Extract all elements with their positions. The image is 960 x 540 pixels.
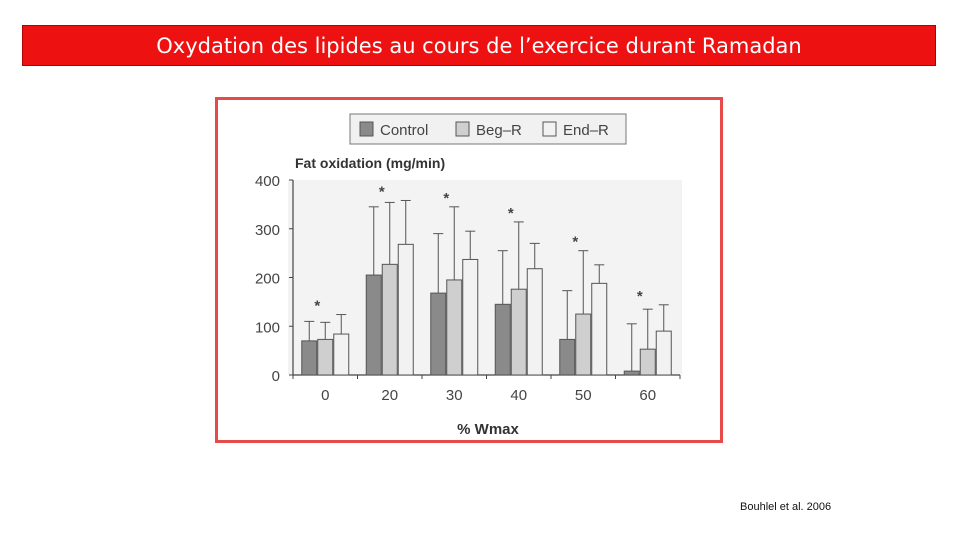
bar	[526, 268, 543, 376]
legend-box	[349, 113, 627, 145]
y-tick-label: 0	[272, 368, 280, 385]
legend-swatch	[455, 121, 470, 137]
bar	[655, 330, 672, 376]
fat-oxidation-chart: Control Beg–R End–R Fat oxidation (mg/min)…	[255, 113, 682, 438]
bar	[301, 340, 318, 376]
x-axis-label: % Wmax	[457, 421, 519, 438]
error-bars	[304, 199, 669, 372]
annotations: * * * * * *	[314, 183, 643, 314]
legend-swatch	[542, 121, 557, 137]
significance-star: *	[637, 288, 643, 305]
legend-swatch	[359, 121, 374, 137]
bars	[301, 243, 672, 376]
bar	[397, 243, 414, 376]
significance-star: *	[379, 183, 385, 200]
bar	[365, 274, 382, 376]
bar	[494, 303, 511, 376]
legend-label: Beg–R	[476, 122, 522, 139]
legend-label: End–R	[563, 122, 609, 139]
significance-star: *	[508, 205, 514, 222]
x-tick-label: 20	[381, 387, 398, 404]
legend: Control Beg–R End–R	[349, 113, 627, 145]
y-axis-label: Fat oxidation (mg/min)	[295, 155, 445, 171]
bar	[575, 313, 592, 376]
x-tick-label: 40	[510, 387, 527, 404]
y-tick-label: 100	[255, 319, 280, 336]
bar	[623, 370, 640, 376]
bar	[639, 348, 656, 376]
y-tick-label: 400	[255, 173, 280, 190]
significance-star: *	[443, 190, 449, 207]
bar	[591, 282, 608, 376]
x-tick-label: 60	[639, 387, 656, 404]
axes: 0 100 200 300 400 0 20 30 40 50 60	[255, 173, 681, 404]
slide-title-banner: Oxydation des lipides au cours de l’exer…	[22, 25, 936, 66]
figure-frame: Control Beg–R End–R Fat oxidation (mg/min)…	[215, 97, 723, 443]
bar	[317, 338, 334, 376]
x-tick-label: 30	[446, 387, 463, 404]
x-tick-label: 0	[321, 387, 329, 404]
bar	[430, 292, 447, 376]
slide-title: Oxydation des lipides au cours de l’exer…	[156, 33, 802, 58]
significance-star: *	[572, 234, 578, 251]
legend-label: Control	[380, 122, 428, 139]
plot-background	[288, 180, 682, 375]
significance-star: *	[314, 298, 320, 315]
bar	[446, 279, 463, 376]
y-tick-label: 200	[255, 271, 280, 288]
bar	[381, 263, 398, 376]
bar	[462, 258, 479, 376]
citation: Bouhlel et al. 2006	[740, 501, 832, 513]
bar	[333, 333, 350, 376]
bar	[510, 288, 527, 376]
y-tick-label: 300	[255, 222, 280, 239]
x-tick-label: 50	[575, 387, 592, 404]
bar	[559, 338, 576, 376]
